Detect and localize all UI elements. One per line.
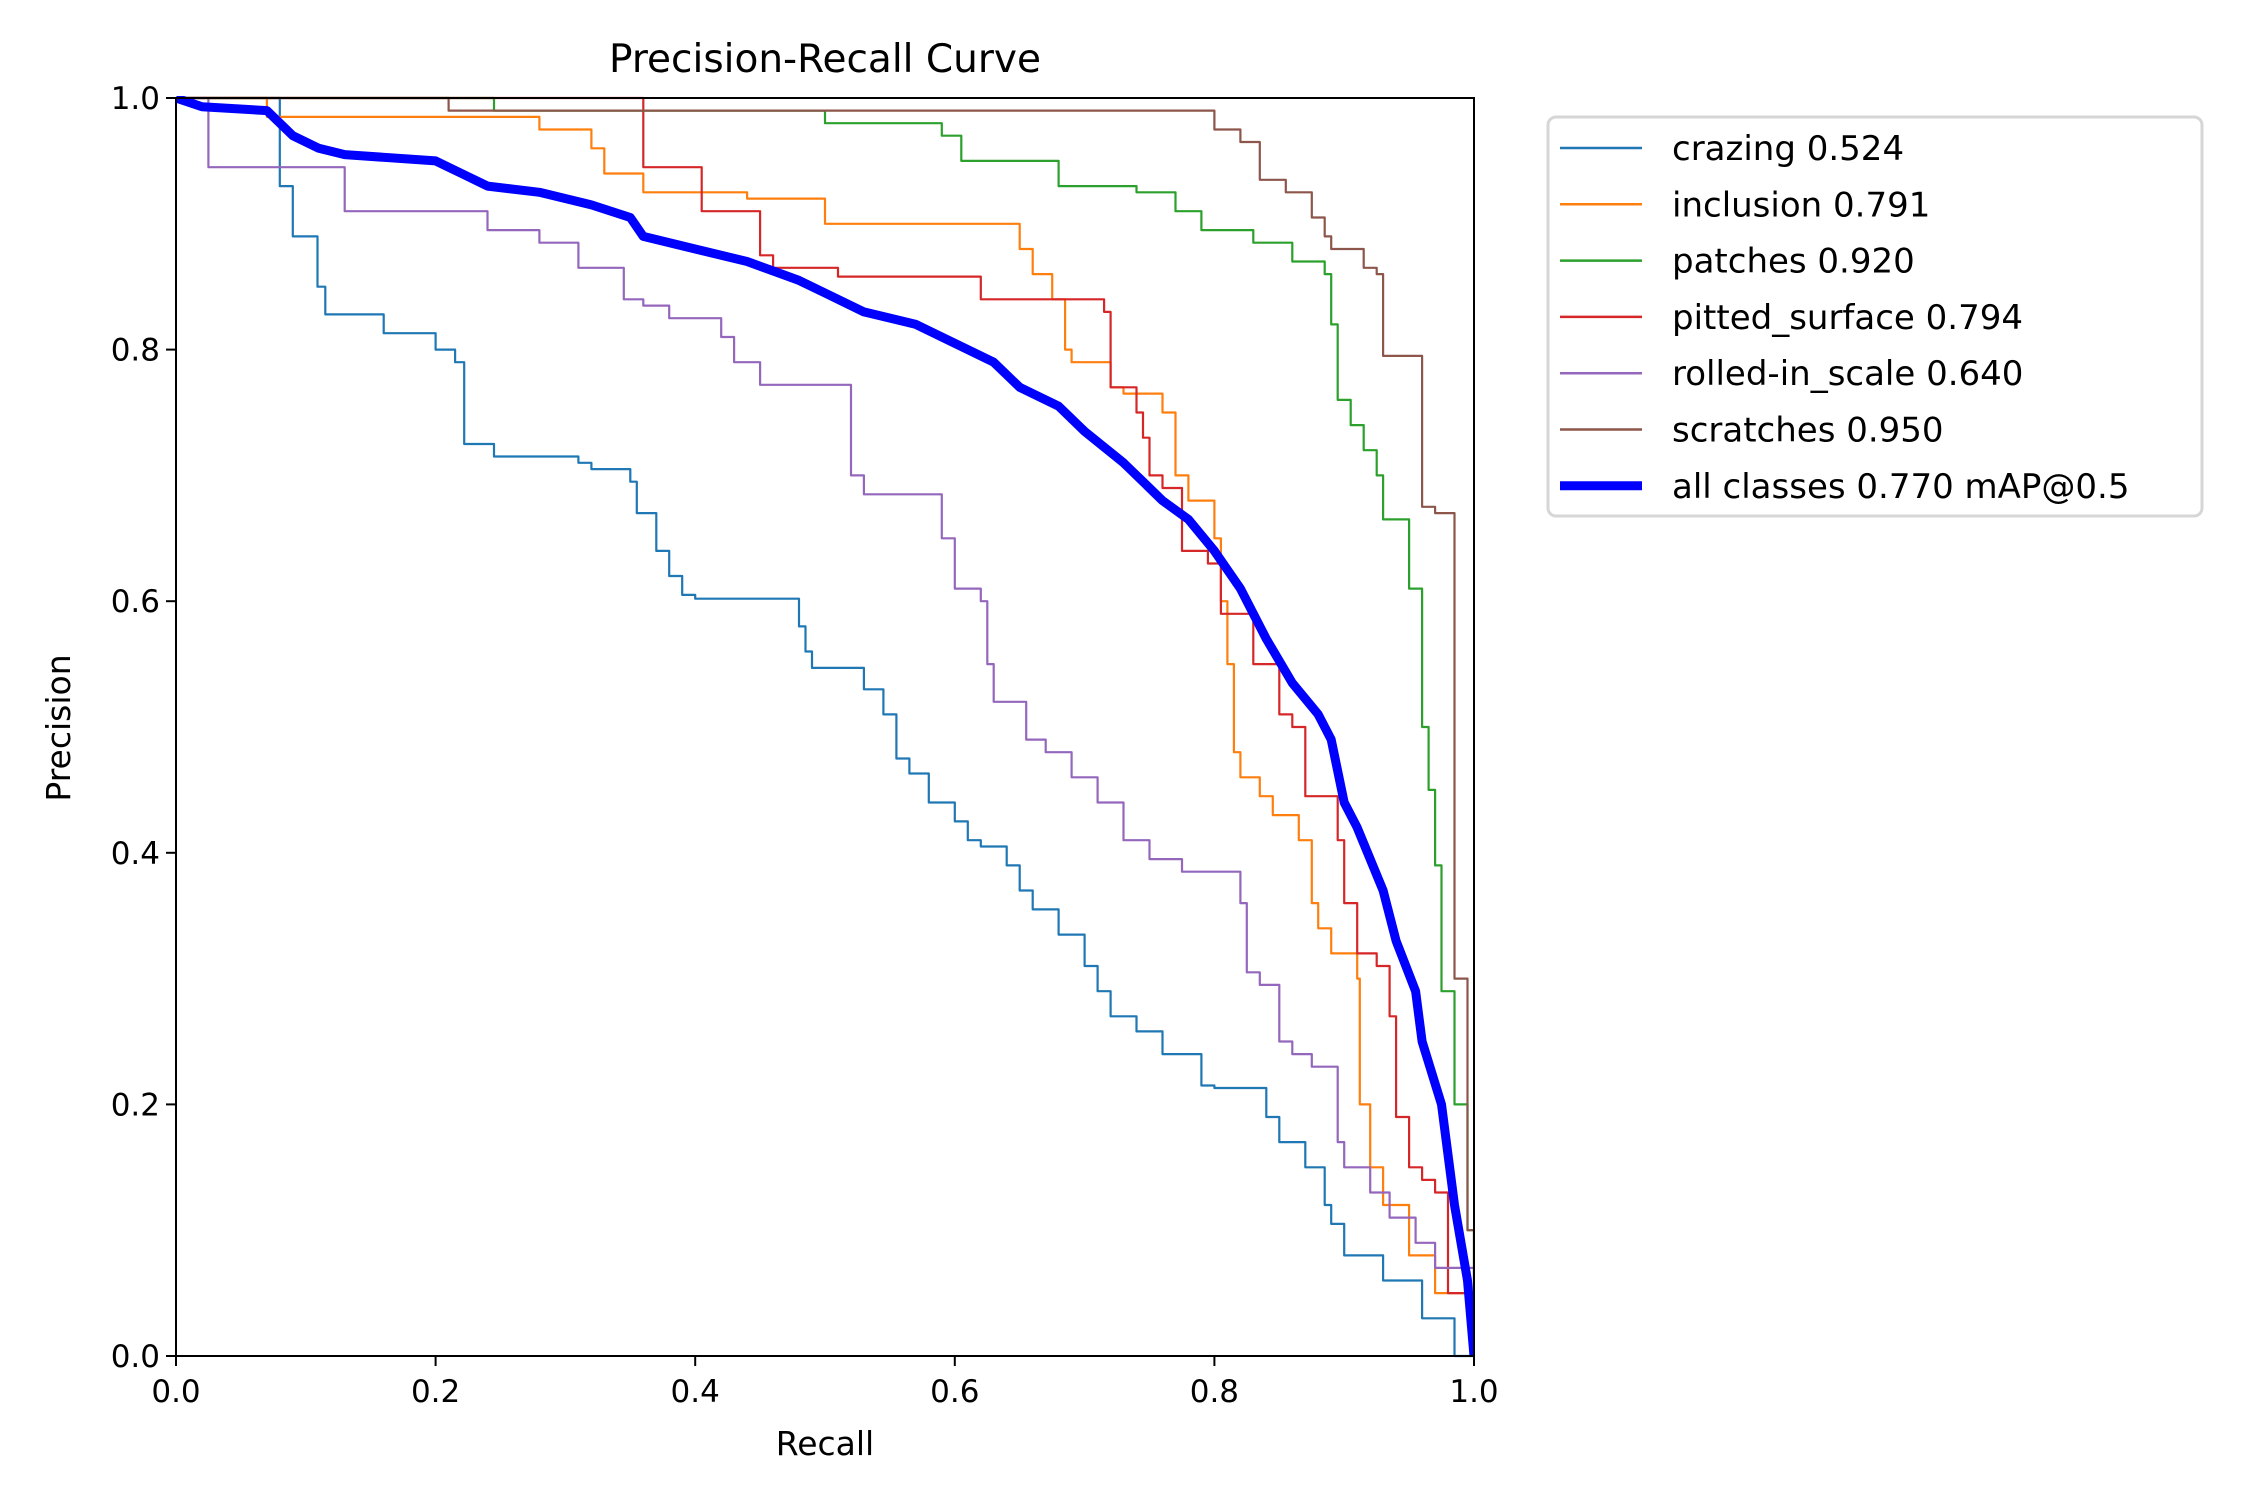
series-line-all (176, 96, 1475, 1357)
x-tick-label: 0.2 (411, 1374, 460, 1410)
y-tick-label: 1.0 (111, 81, 160, 117)
series-line-crazing (176, 96, 1474, 1358)
legend-label-rolled-in-scale: rolled-in_scale 0.640 (1672, 354, 2023, 394)
x-tick-label: 0.8 (1190, 1374, 1239, 1410)
chart-title: Precision-Recall Curve (609, 37, 1041, 82)
legend: crazing 0.524 inclusion 0.791 patches 0.92… (1546, 115, 2204, 518)
legend-label-pitted-surface: pitted_surface 0.794 (1672, 298, 2023, 338)
x-axis-label: Recall (776, 1424, 874, 1463)
legend-label-inclusion: inclusion 0.791 (1672, 185, 1930, 225)
x-tick-label: 0.6 (930, 1374, 979, 1410)
y-tick-label: 0.6 (111, 584, 160, 620)
y-tick-label: 0.2 (111, 1087, 160, 1123)
y-axis-label: Precision (39, 654, 78, 801)
legend-label-patches: patches 0.920 (1672, 242, 1915, 282)
series-line-inclusion (176, 96, 1475, 1356)
x-tick-label: 0.4 (671, 1374, 720, 1410)
series-line-rolled-in-scale (176, 96, 1475, 1356)
x-tick-label: 0.0 (151, 1374, 200, 1410)
y-tick-label: 0.4 (111, 836, 160, 872)
y-tick-label: 0.0 (111, 1339, 160, 1375)
series-line-patches (176, 96, 1475, 1356)
plot-frame (175, 97, 1475, 1357)
legend-label-crazing: crazing 0.524 (1672, 129, 1904, 169)
series-line-scratches (176, 96, 1475, 1356)
legend-label-scratches: scratches 0.950 (1672, 411, 1944, 451)
series-line-pitted-surface (176, 96, 1475, 1356)
legend-label-all: all classes 0.770 mAP@0.5 (1672, 467, 2129, 507)
x-tick-label: 1.0 (1449, 1374, 1498, 1410)
y-tick-label: 0.8 (111, 333, 160, 369)
